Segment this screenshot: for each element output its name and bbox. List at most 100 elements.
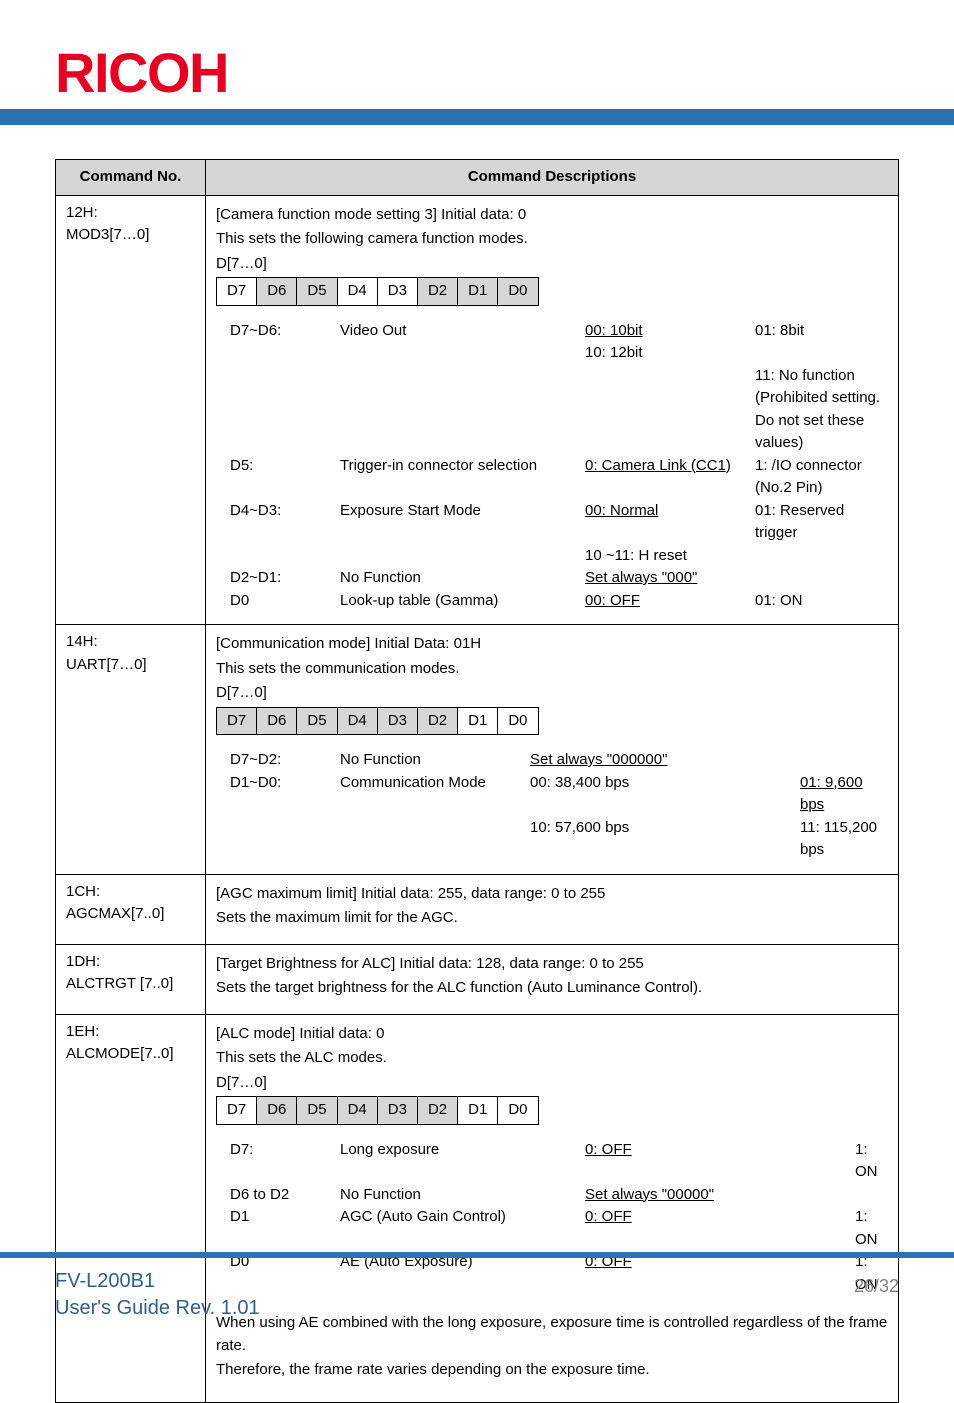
footer-guide: User's Guide Rev. 1.01 bbox=[55, 1295, 260, 1322]
field-code: D7~D6: bbox=[230, 320, 340, 343]
bit-cell: D3 bbox=[377, 1097, 417, 1125]
cmd-cell: 12H: MOD3[7…0] bbox=[56, 195, 206, 625]
desc-line: [Communication mode] Initial Data: 01H bbox=[216, 633, 888, 656]
note-line: Therefore, the frame rate varies dependi… bbox=[216, 1359, 888, 1382]
field-val2: 01: 8bit bbox=[755, 320, 888, 343]
field-desc: Communication Mode bbox=[340, 772, 530, 817]
bit-cell: D0 bbox=[498, 1097, 538, 1125]
field-code: D7~D2: bbox=[230, 749, 340, 772]
field-val2: 11: 115,200 bps bbox=[800, 817, 888, 862]
field-val2: 1: /IO connector (No.2 Pin) bbox=[755, 455, 888, 500]
bit-cell: D4 bbox=[337, 1097, 377, 1125]
bit-table: D7 D6 D5 D4 D3 D2 D1 D0 bbox=[216, 277, 539, 306]
bit-cell: D5 bbox=[297, 278, 337, 306]
header-cmd-no: Command No. bbox=[56, 160, 206, 196]
field-val1: 00: 10bit bbox=[585, 320, 755, 343]
bit-cell: D0 bbox=[498, 278, 538, 306]
field-val1: 0: OFF bbox=[585, 1139, 855, 1184]
field-val1: Set always "00000" bbox=[585, 1184, 855, 1207]
bit-cell: D0 bbox=[498, 707, 538, 735]
field-val2: 1: ON bbox=[855, 1139, 888, 1184]
field-desc: AGC (Auto Gain Control) bbox=[340, 1206, 585, 1251]
bit-cell: D1 bbox=[458, 1097, 498, 1125]
bit-cell: D6 bbox=[257, 278, 297, 306]
desc-line: D[7…0] bbox=[216, 253, 888, 276]
field-val2: 11: No function (Prohibited setting. Do … bbox=[755, 365, 888, 455]
field-val1: 10: 57,600 bps bbox=[530, 817, 800, 862]
bit-cell: D6 bbox=[257, 1097, 297, 1125]
bit-cell: D3 bbox=[377, 707, 417, 735]
cmd-cell: 1EH: ALCMODE[7..0] bbox=[56, 1014, 206, 1402]
desc-cell: [Camera function mode setting 3] Initial… bbox=[206, 195, 899, 625]
field-code: D7: bbox=[230, 1139, 340, 1184]
field-val2: 1: ON bbox=[855, 1206, 888, 1251]
footer-divider bbox=[0, 1252, 954, 1258]
footer-page-number: 26/32 bbox=[854, 1268, 899, 1297]
brand-logo: RICOH bbox=[55, 45, 899, 101]
bit-cell: D5 bbox=[297, 1097, 337, 1125]
field-desc: No Function bbox=[340, 749, 530, 772]
field-code: D2~D1: bbox=[230, 567, 340, 590]
field-val1: Set always "000000" bbox=[530, 749, 800, 772]
bit-cell: D2 bbox=[417, 1097, 457, 1125]
field-code: D6 to D2 bbox=[230, 1184, 340, 1207]
cmd-name: UART[7…0] bbox=[66, 654, 195, 677]
bit-cell: D7 bbox=[217, 278, 257, 306]
cmd-cell: 1CH: AGCMAX[7..0] bbox=[56, 874, 206, 944]
field-desc: Trigger-in connector selection bbox=[340, 455, 585, 500]
cmd-no: 1CH: bbox=[66, 881, 195, 904]
desc-line: This sets the following camera function … bbox=[216, 228, 888, 251]
bit-table: D7 D6 D5 D4 D3 D2 D1 D0 bbox=[216, 707, 539, 736]
field-val1: 00: OFF bbox=[585, 590, 755, 613]
field-val1: 10 ~11: H reset bbox=[585, 545, 755, 568]
cmd-no: 1DH: bbox=[66, 951, 195, 974]
field-code: D1 bbox=[230, 1206, 340, 1251]
command-table: Command No. Command Descriptions 12H: MO… bbox=[55, 159, 899, 1403]
bit-cell: D2 bbox=[417, 278, 457, 306]
cmd-no: 1EH: bbox=[66, 1021, 195, 1044]
field-desc: No Function bbox=[340, 1184, 585, 1207]
field-code: D0 bbox=[230, 590, 340, 613]
bit-cell: D4 bbox=[337, 707, 377, 735]
field-val1: 10: 12bit bbox=[585, 342, 755, 365]
bit-cell: D7 bbox=[217, 707, 257, 735]
field-val1: 0: OFF bbox=[585, 1206, 855, 1251]
field-val1: Set always "000" bbox=[585, 567, 755, 590]
field-desc: Look-up table (Gamma) bbox=[340, 590, 585, 613]
cmd-cell: 14H: UART[7…0] bbox=[56, 625, 206, 875]
desc-cell: [Communication mode] Initial Data: 01H T… bbox=[206, 625, 899, 875]
bit-cell: D1 bbox=[458, 278, 498, 306]
field-desc: Video Out bbox=[340, 320, 585, 343]
cmd-no: 14H: bbox=[66, 631, 195, 654]
bit-cell: D3 bbox=[377, 278, 417, 306]
desc-line: [Camera function mode setting 3] Initial… bbox=[216, 204, 888, 227]
cmd-name: ALCTRGT [7..0] bbox=[66, 973, 195, 996]
desc-line: D[7…0] bbox=[216, 682, 888, 705]
desc-cell: [ALC mode] Initial data: 0 This sets the… bbox=[206, 1014, 899, 1402]
cmd-name: MOD3[7…0] bbox=[66, 224, 195, 247]
bit-table: D7 D6 D5 D4 D3 D2 D1 D0 bbox=[216, 1096, 539, 1125]
desc-line: Sets the target brightness for the ALC f… bbox=[216, 977, 888, 1000]
cmd-name: ALCMODE[7..0] bbox=[66, 1043, 195, 1066]
cmd-no: 12H: bbox=[66, 202, 195, 225]
field-code: D4~D3: bbox=[230, 500, 340, 545]
desc-cell: [Target Brightness for ALC] Initial data… bbox=[206, 944, 899, 1014]
field-val2: 01: ON bbox=[755, 590, 888, 613]
bit-cell: D2 bbox=[417, 707, 457, 735]
bit-cell: D1 bbox=[458, 707, 498, 735]
header-divider bbox=[0, 109, 954, 125]
header-cmd-desc: Command Descriptions bbox=[206, 160, 899, 196]
bit-cell: D5 bbox=[297, 707, 337, 735]
cmd-cell: 1DH: ALCTRGT [7..0] bbox=[56, 944, 206, 1014]
desc-line: [ALC mode] Initial data: 0 bbox=[216, 1023, 888, 1046]
field-desc: Long exposure bbox=[340, 1139, 585, 1184]
field-code: D5: bbox=[230, 455, 340, 500]
field-val1: 00: 38,400 bps bbox=[530, 772, 800, 817]
field-desc: Exposure Start Mode bbox=[340, 500, 585, 545]
desc-line: Sets the maximum limit for the AGC. bbox=[216, 907, 888, 930]
field-val2: 01: 9,600 bps bbox=[800, 772, 888, 817]
field-desc: No Function bbox=[340, 567, 585, 590]
bit-cell: D7 bbox=[217, 1097, 257, 1125]
cmd-name: AGCMAX[7..0] bbox=[66, 903, 195, 926]
desc-line: This sets the communication modes. bbox=[216, 658, 888, 681]
